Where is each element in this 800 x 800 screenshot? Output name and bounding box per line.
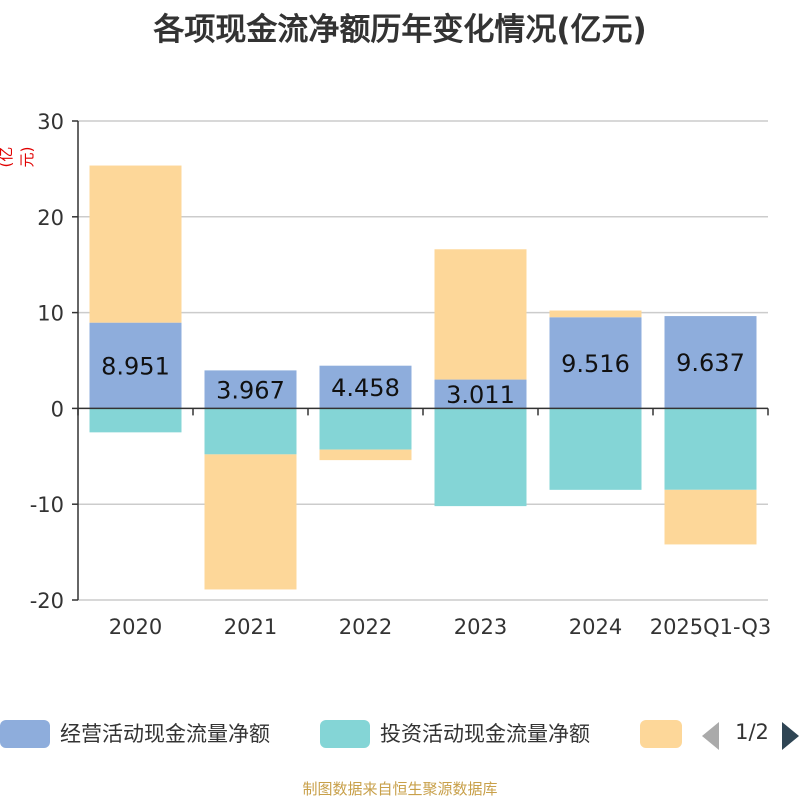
bar-investing-2023 [434,408,527,507]
bar-operating-2023 [434,379,527,409]
legend-label-investing: 投资活动现金流量净额 [380,722,590,746]
bar-operating-2025Q1-Q3 [664,316,757,409]
legend-swatch-operating [0,720,50,748]
bar-investing-2025Q1-Q3 [664,408,757,490]
y-tick-label: 30 [37,110,64,134]
x-tick-label: 2022 [339,615,392,639]
legend-label-operating: 经营活动现金流量净额 [60,722,270,746]
y-tick-label: -20 [30,589,64,613]
bar-financing-2025Q1-Q3 [664,489,757,545]
legend: 经营活动现金流量净额 投资活动现金流量净额 1/2 [0,716,800,756]
bar-financing-2024 [549,310,642,318]
data-label-operating-2024: 9.516 [561,350,630,378]
y-tick-label: 20 [37,206,64,230]
stacked-bar-chart: -20 -10 0 10 20 30 2020 2021 2022 2023 2024 2025Q1-… [30,110,772,639]
legend-next-page-icon[interactable] [782,722,799,750]
bar-investing-2022 [319,408,412,450]
x-tick-label: 2021 [224,615,277,639]
chart-title: 各项现金流净额历年变化情况(亿元) [153,12,647,48]
legend-page-indicator: 1/2 [735,720,769,744]
x-tick-label: 2020 [109,615,162,639]
data-label-operating-2025Q1-Q3: 9.637 [676,349,745,377]
legend-pager: 1/2 [700,716,800,756]
bar-operating-2024 [549,317,642,409]
x-tick-label: 2025Q1-Q3 [650,615,772,639]
data-label-operating-2021: 3.967 [216,376,285,404]
bar-financing-2023 [434,249,527,380]
bar-operating-2020 [89,322,182,409]
bar-financing-2021 [204,454,297,590]
bar-financing-2022 [319,449,412,461]
bar-investing-2021 [204,408,297,455]
y-tick-label: 10 [37,302,64,326]
bar-financing-2020 [89,165,182,323]
bar-investing-2020 [89,408,182,433]
data-label-operating-2022: 4.458 [331,374,400,402]
bar-operating-2021 [204,370,297,409]
bar-operating-2022 [319,365,412,409]
x-tick-label: 2024 [569,615,622,639]
x-tick-label: 2023 [454,615,507,639]
legend-prev-page-icon[interactable] [702,722,719,750]
legend-swatch-financing [640,720,682,748]
data-label-operating-2023: 3.011 [446,381,515,409]
legend-swatch-investing [320,720,370,748]
y-tick-label: -10 [30,493,64,517]
data-label-operating-2020: 8.951 [101,353,170,381]
y-tick-label: 0 [51,397,64,421]
bar-investing-2024 [549,408,642,490]
data-source-note: 制图数据来自恒生聚源数据库 [302,780,498,798]
